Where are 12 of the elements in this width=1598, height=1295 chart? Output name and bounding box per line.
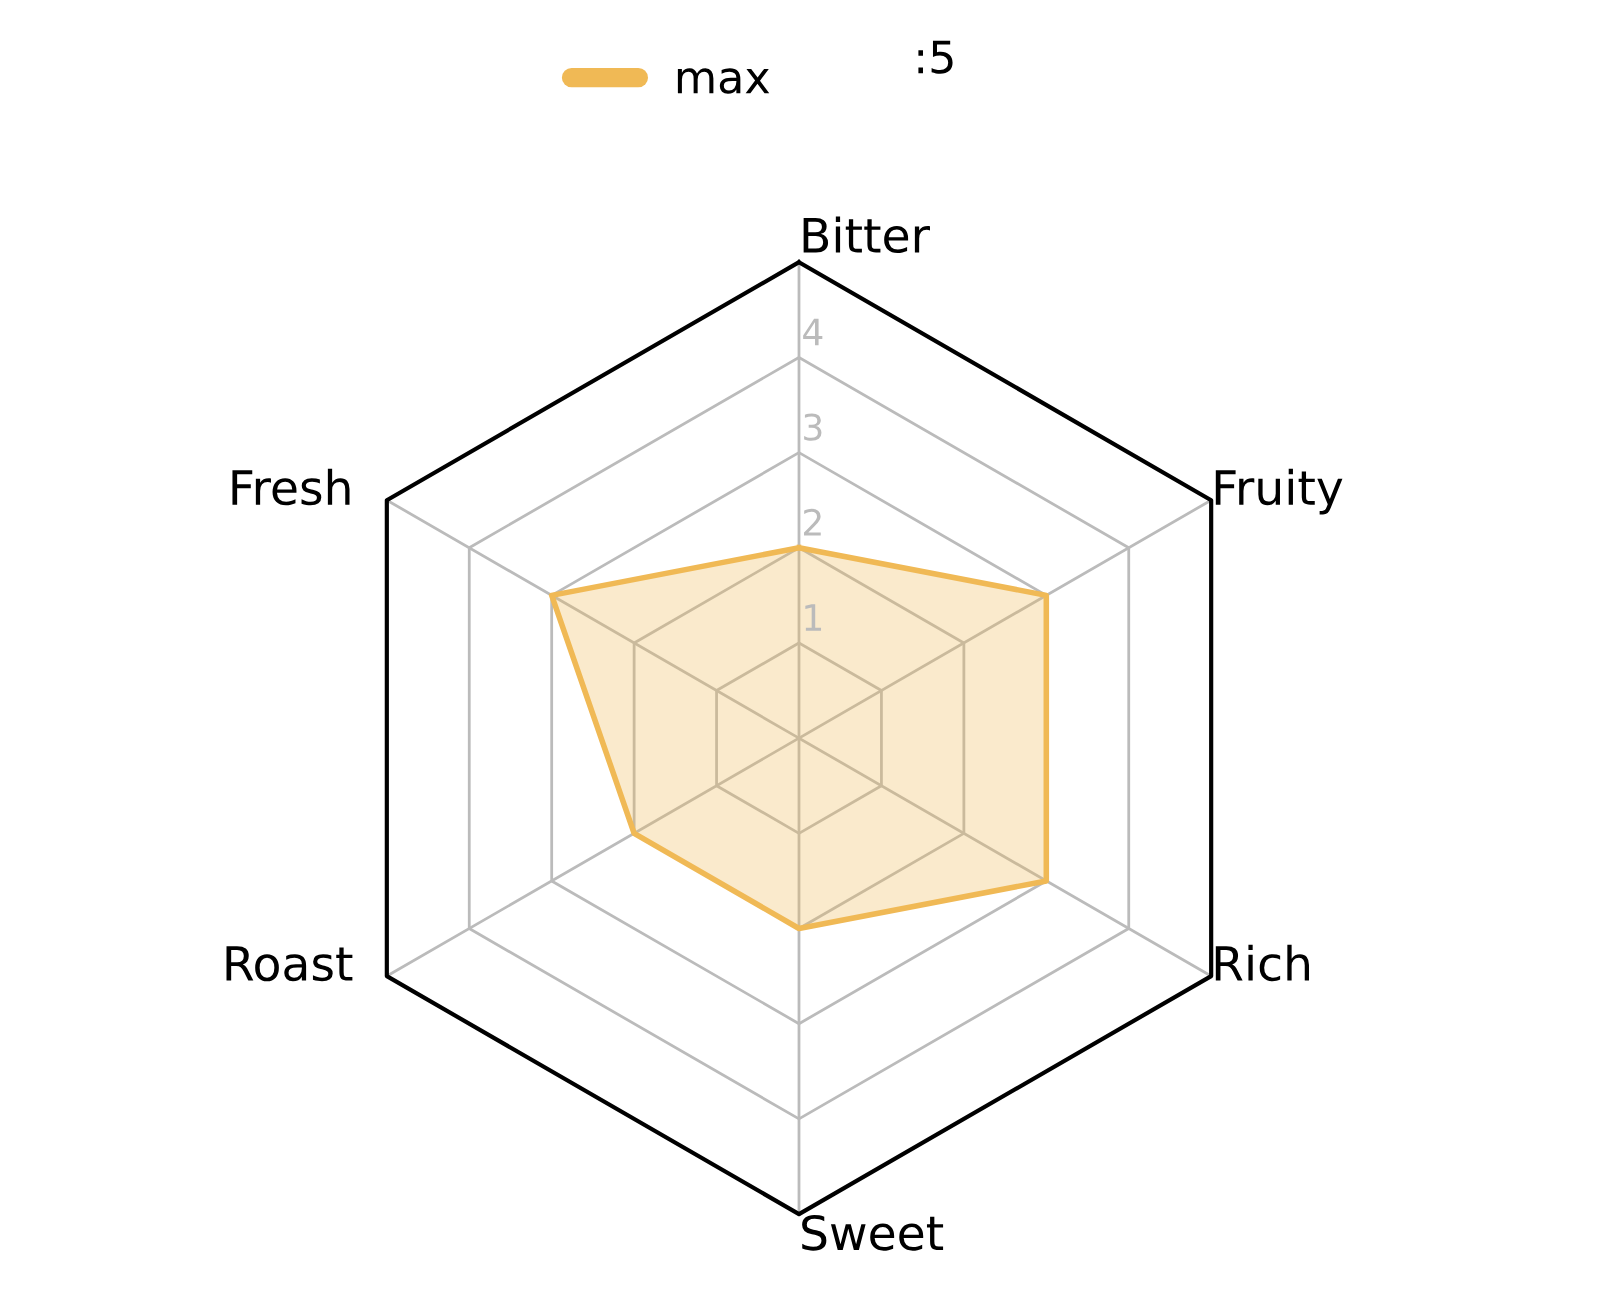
spoke-label: Fruity [1215,468,1343,515]
y-tick-label: 1 [805,604,822,631]
y-tick-label: 3 [804,413,822,441]
y-tick-label: 4 [803,318,823,346]
spoke-label: Roast [226,946,353,982]
text: :5 [918,40,953,74]
spoke-label: Bitter [803,216,931,254]
y-tick-label: 2 [804,508,821,536]
legend-label: max [677,68,770,94]
spoke-label: Sweet [802,1214,944,1251]
spoke-label: Rich [1215,944,1309,982]
spoke-label: Fresh [232,468,350,506]
